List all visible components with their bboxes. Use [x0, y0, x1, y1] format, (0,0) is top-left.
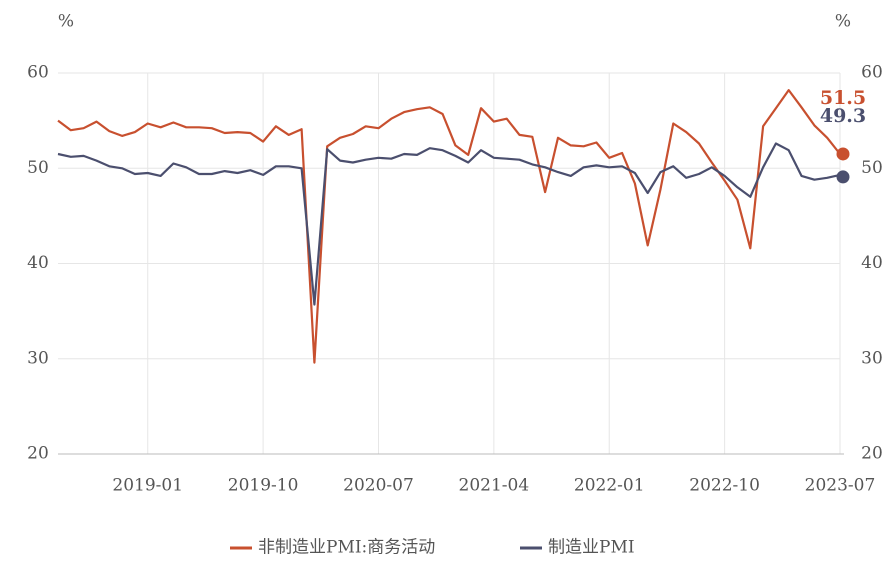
- x-tick-label: 2022-10: [689, 476, 760, 496]
- series-line: [57, 142, 841, 306]
- x-tick-label: 2022-01: [574, 476, 645, 496]
- x-tick-label: 2020-07: [343, 476, 414, 496]
- y2-tick-label: 30: [861, 348, 883, 368]
- y2-tick-label: 50: [861, 158, 883, 178]
- x-tick-label: 2023-07: [805, 476, 876, 496]
- legend-label: 非制造业PMI:商务活动: [258, 538, 435, 558]
- y2-tick-label: 60: [861, 63, 883, 83]
- x-tick-label: 2019-01: [112, 476, 183, 496]
- y-tick-label: 60: [27, 63, 49, 83]
- y-tick-label: 30: [27, 348, 49, 368]
- y-unit: %: [58, 12, 74, 32]
- y-tick-label: 50: [27, 158, 49, 178]
- y2-tick-label: 40: [861, 253, 883, 273]
- y-tick-label: 20: [27, 444, 49, 464]
- legend-label: 制造业PMI: [548, 538, 635, 558]
- x-tick-label: 2021-04: [459, 476, 530, 496]
- y2-tick-label: 20: [861, 444, 883, 464]
- end-label: 49.3: [820, 105, 866, 127]
- end-label: 51.5: [820, 87, 866, 109]
- x-tick-label: 2019-10: [228, 476, 299, 496]
- y-tick-label: 40: [27, 253, 49, 273]
- end-marker: [836, 170, 850, 184]
- series-line: [57, 89, 841, 364]
- end-marker: [836, 147, 850, 161]
- y2-unit: %: [835, 12, 851, 32]
